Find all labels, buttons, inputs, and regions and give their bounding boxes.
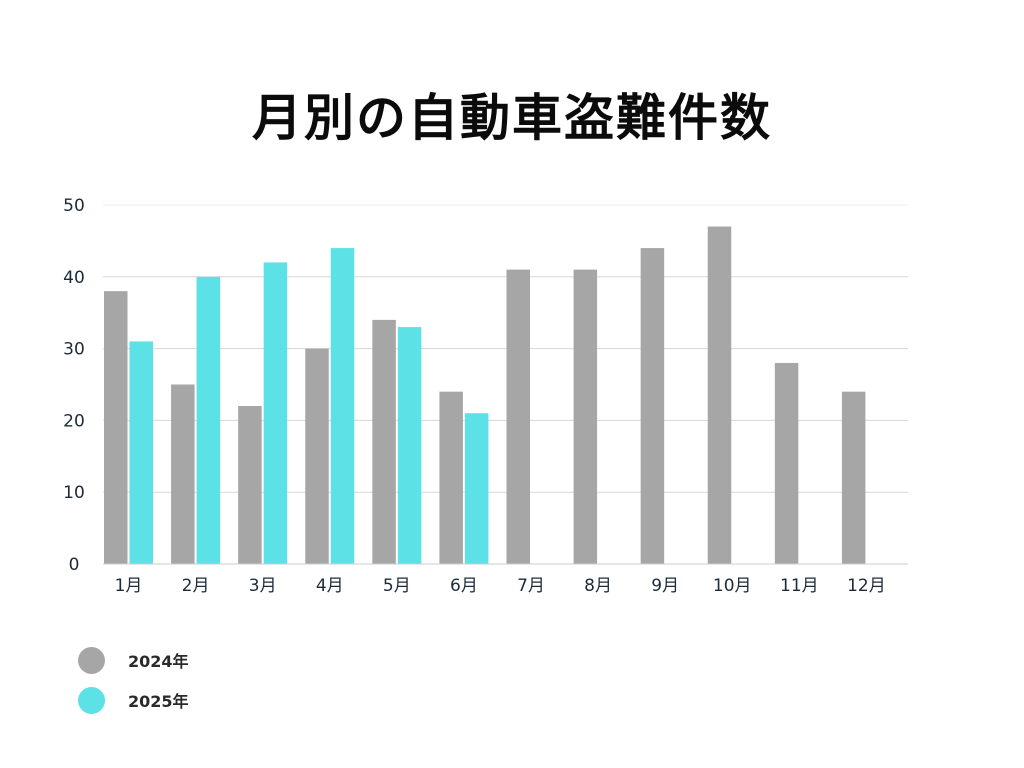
legend-item: 2025年 (78, 686, 189, 714)
x-tick-label: 7月 (517, 576, 545, 596)
chart-title: 月別の自動車盗難件数 (252, 89, 772, 147)
x-tick-label: 1月 (115, 576, 143, 596)
bars (104, 226, 866, 565)
x-tick-label: 10月 (713, 576, 752, 596)
bar-2024年-5月 (372, 319, 396, 564)
legend-item: 2024年 (78, 646, 189, 674)
y-tick-label: 20 (63, 411, 85, 431)
bar-2024年-7月 (506, 269, 530, 564)
bar-2025年-5月 (397, 327, 422, 564)
x-tick-label: 2月 (182, 576, 210, 596)
bar-2025年-3月 (263, 262, 288, 564)
bar-2025年-1月 (129, 341, 153, 564)
legend-label: 2025年 (128, 692, 189, 711)
x-tick-label: 9月 (651, 576, 679, 596)
bar-2025年-6月 (464, 413, 489, 564)
bar-2024年-4月 (305, 348, 329, 564)
legend-swatch (78, 646, 105, 674)
bar-2024年-6月 (439, 391, 463, 564)
y-tick-label: 0 (69, 555, 80, 575)
y-tick-label: 50 (63, 196, 85, 216)
x-tick-label: 12月 (847, 576, 886, 596)
y-tick-label: 30 (63, 340, 85, 360)
axes: 0 10 20 30 40 50 1月 2月 3月 4月 5月 6月 7月 8月 9月 10月 11月 12月 (63, 196, 908, 596)
x-tick-label: 11月 (780, 576, 819, 596)
bar-2024年-10月 (707, 226, 732, 565)
bar-2024年-8月 (573, 269, 598, 564)
x-tick-label: 6月 (450, 576, 478, 596)
gridlines (103, 204, 908, 493)
bar-2024年-3月 (238, 406, 262, 564)
bar-2025年-2月 (196, 276, 221, 564)
bar-2024年-9月 (640, 248, 665, 564)
legend-label: 2024年 (128, 652, 189, 671)
x-tick-label: 5月 (383, 576, 411, 596)
x-tick-label: 3月 (249, 576, 277, 596)
bar-2024年-12月 (841, 391, 866, 564)
bar-2024年-1月 (104, 291, 128, 564)
x-tick-label: 8月 (584, 576, 612, 596)
y-tick-label: 10 (63, 483, 85, 503)
legend: 2024年 2025年 (78, 646, 189, 726)
bar-2025年-4月 (330, 248, 355, 564)
x-tick-label: 4月 (316, 576, 344, 596)
legend-swatch (78, 686, 105, 714)
y-tick-label: 40 (63, 268, 85, 288)
bar-2024年-11月 (774, 362, 799, 564)
bar-2024年-2月 (171, 384, 195, 564)
